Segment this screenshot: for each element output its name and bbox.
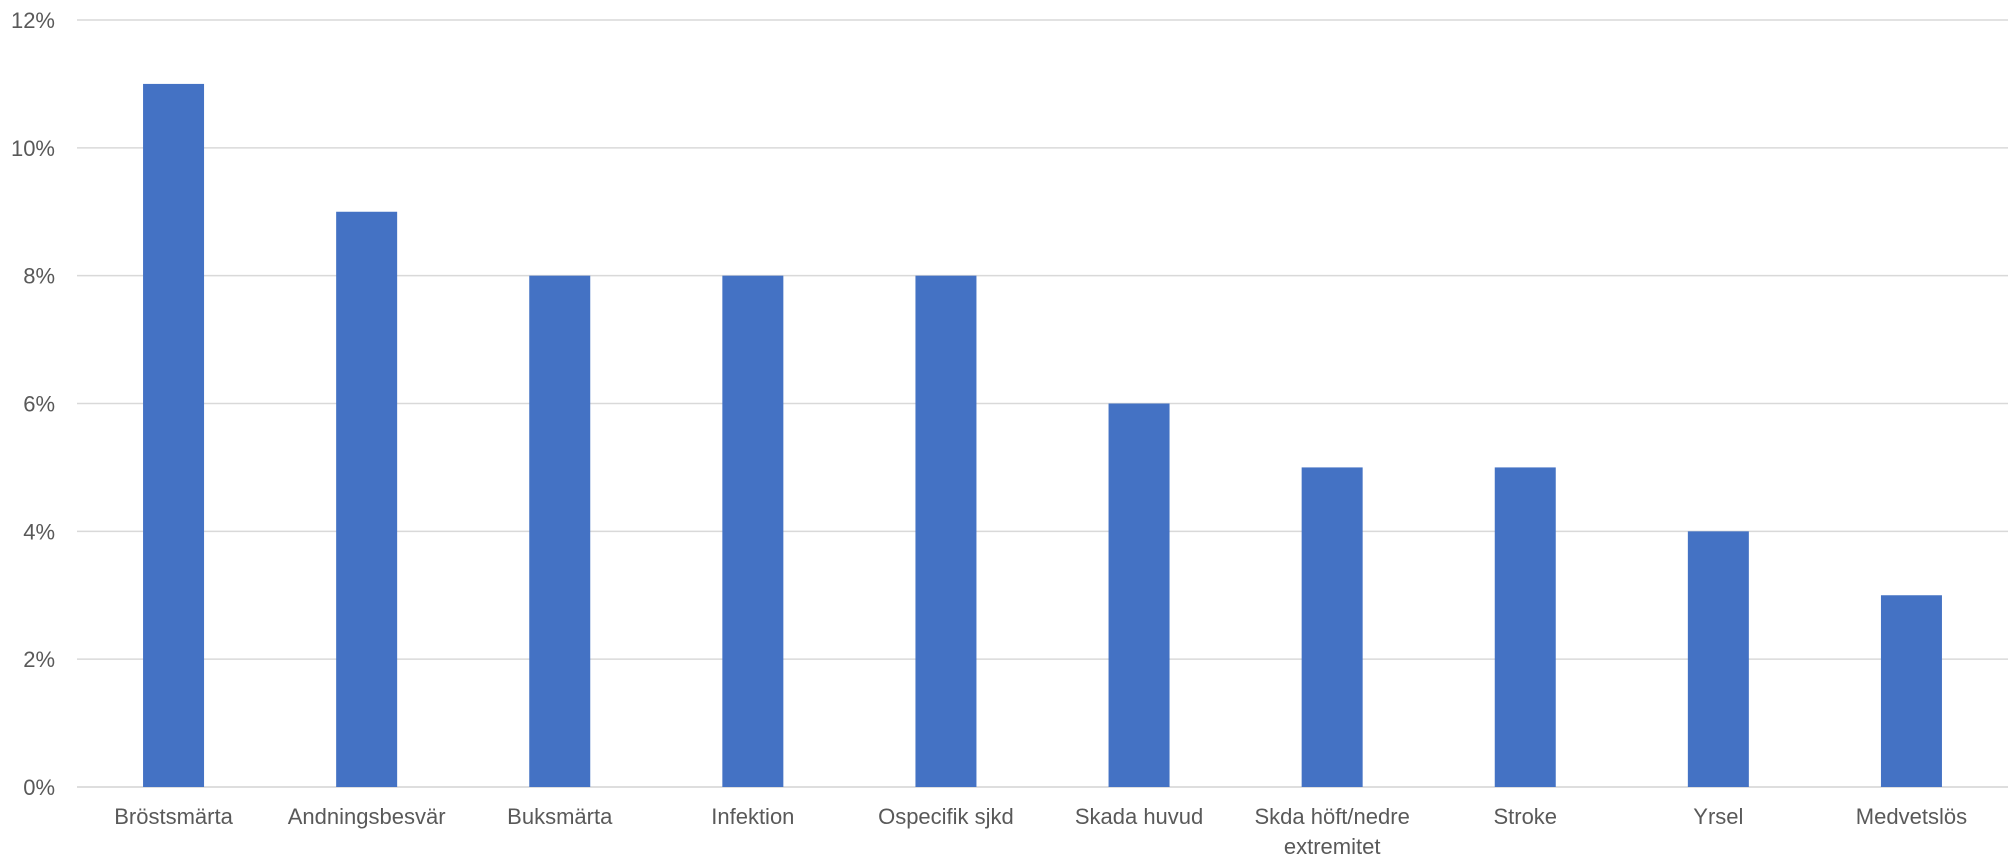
x-tick-label: Skda höft/nedre extremitet <box>1254 804 1409 859</box>
bar <box>143 83 205 787</box>
x-tick-label-line: Buksmärta <box>507 804 613 829</box>
x-tick-label: Medvetslös <box>1856 804 1967 829</box>
bar <box>529 275 591 787</box>
x-tick-label: Infektion <box>711 804 794 829</box>
bar <box>915 275 977 787</box>
x-tick-label-line: Medvetslös <box>1856 804 1967 829</box>
bar <box>1880 595 1942 787</box>
bar <box>1687 531 1749 787</box>
y-tick-label: 4% <box>23 519 55 544</box>
x-tick-label: Bröstsmärta <box>114 804 233 829</box>
bar <box>1301 467 1363 787</box>
x-tick-label-line: Andningsbesvär <box>288 804 446 829</box>
bar <box>722 275 784 787</box>
bar <box>1494 467 1556 787</box>
bar <box>336 211 398 787</box>
x-tick-label: Andningsbesvär <box>288 804 446 829</box>
x-tick-label: Skada huvud <box>1075 804 1203 829</box>
y-tick-label: 10% <box>11 136 55 161</box>
x-tick-label-line: extremitet <box>1284 834 1381 859</box>
y-tick-label: 2% <box>23 647 55 672</box>
y-tick-label: 12% <box>11 8 55 33</box>
x-tick-label-line: Skada huvud <box>1075 804 1203 829</box>
x-axis-category-labels: Bröstsmärta Andningsbesvär Buksmärta Infekt… <box>114 804 1967 859</box>
y-tick-label: 0% <box>23 775 55 800</box>
bars <box>143 83 1942 787</box>
y-tick-label: 8% <box>23 264 55 289</box>
x-tick-label-line: Stroke <box>1493 804 1557 829</box>
y-axis-tick-labels: 0% 2% 4% 6% 8% 10% 12% <box>11 8 55 800</box>
x-tick-label-line: Ospecifik sjkd <box>878 804 1014 829</box>
x-tick-label: Buksmärta <box>507 804 613 829</box>
y-tick-label: 6% <box>23 392 55 417</box>
x-tick-label-line: Infektion <box>711 804 794 829</box>
gridlines <box>77 19 2008 788</box>
x-tick-label: Ospecifik sjkd <box>878 804 1014 829</box>
x-tick-label-line: Yrsel <box>1693 804 1743 829</box>
x-tick-label-line: Bröstsmärta <box>114 804 233 829</box>
bar <box>1108 403 1170 787</box>
x-tick-label-line: Skda höft/nedre <box>1254 804 1409 829</box>
x-tick-label: Stroke <box>1493 804 1557 829</box>
x-tick-label: Yrsel <box>1693 804 1743 829</box>
